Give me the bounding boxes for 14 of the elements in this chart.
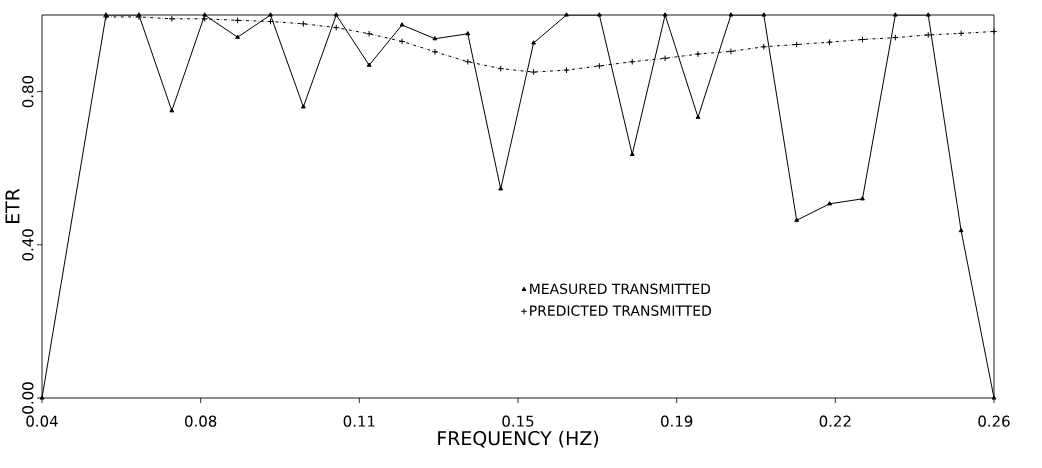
y-tick-label: 0.40 — [22, 229, 34, 261]
x-tick-label: 0.15 — [502, 415, 534, 427]
x-tick-label: 0.11 — [343, 415, 375, 427]
y-tick-label: 0.00 — [22, 382, 34, 414]
legend-label: PREDICTED TRANSMITTED — [530, 305, 711, 316]
x-tick-label: 0.19 — [661, 415, 693, 427]
x-tick-label: 0.26 — [978, 415, 1010, 427]
y-axis-title: ETR — [5, 188, 20, 223]
x-tick-label: 0.08 — [185, 415, 217, 427]
x-axis-title: FREQUENCY (HZ) — [438, 430, 599, 448]
y-tick-label: 0.80 — [22, 75, 34, 108]
x-tick-label: 0.22 — [819, 415, 851, 427]
x-tick-label: 0.04 — [26, 415, 58, 427]
legend-label: MEASURED TRANSMITTED — [530, 283, 711, 295]
